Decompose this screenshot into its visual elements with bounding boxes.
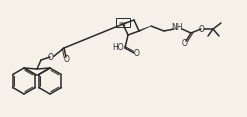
Text: N: N <box>121 22 125 26</box>
Text: O: O <box>64 55 70 64</box>
Text: HO: HO <box>112 42 124 51</box>
Text: O: O <box>182 40 188 49</box>
Text: NH: NH <box>171 24 183 33</box>
Polygon shape <box>139 26 151 32</box>
Text: *: * <box>124 22 126 26</box>
Text: O: O <box>48 53 54 62</box>
Text: O: O <box>134 49 140 57</box>
Text: O: O <box>199 24 205 33</box>
Text: *: * <box>119 22 121 26</box>
